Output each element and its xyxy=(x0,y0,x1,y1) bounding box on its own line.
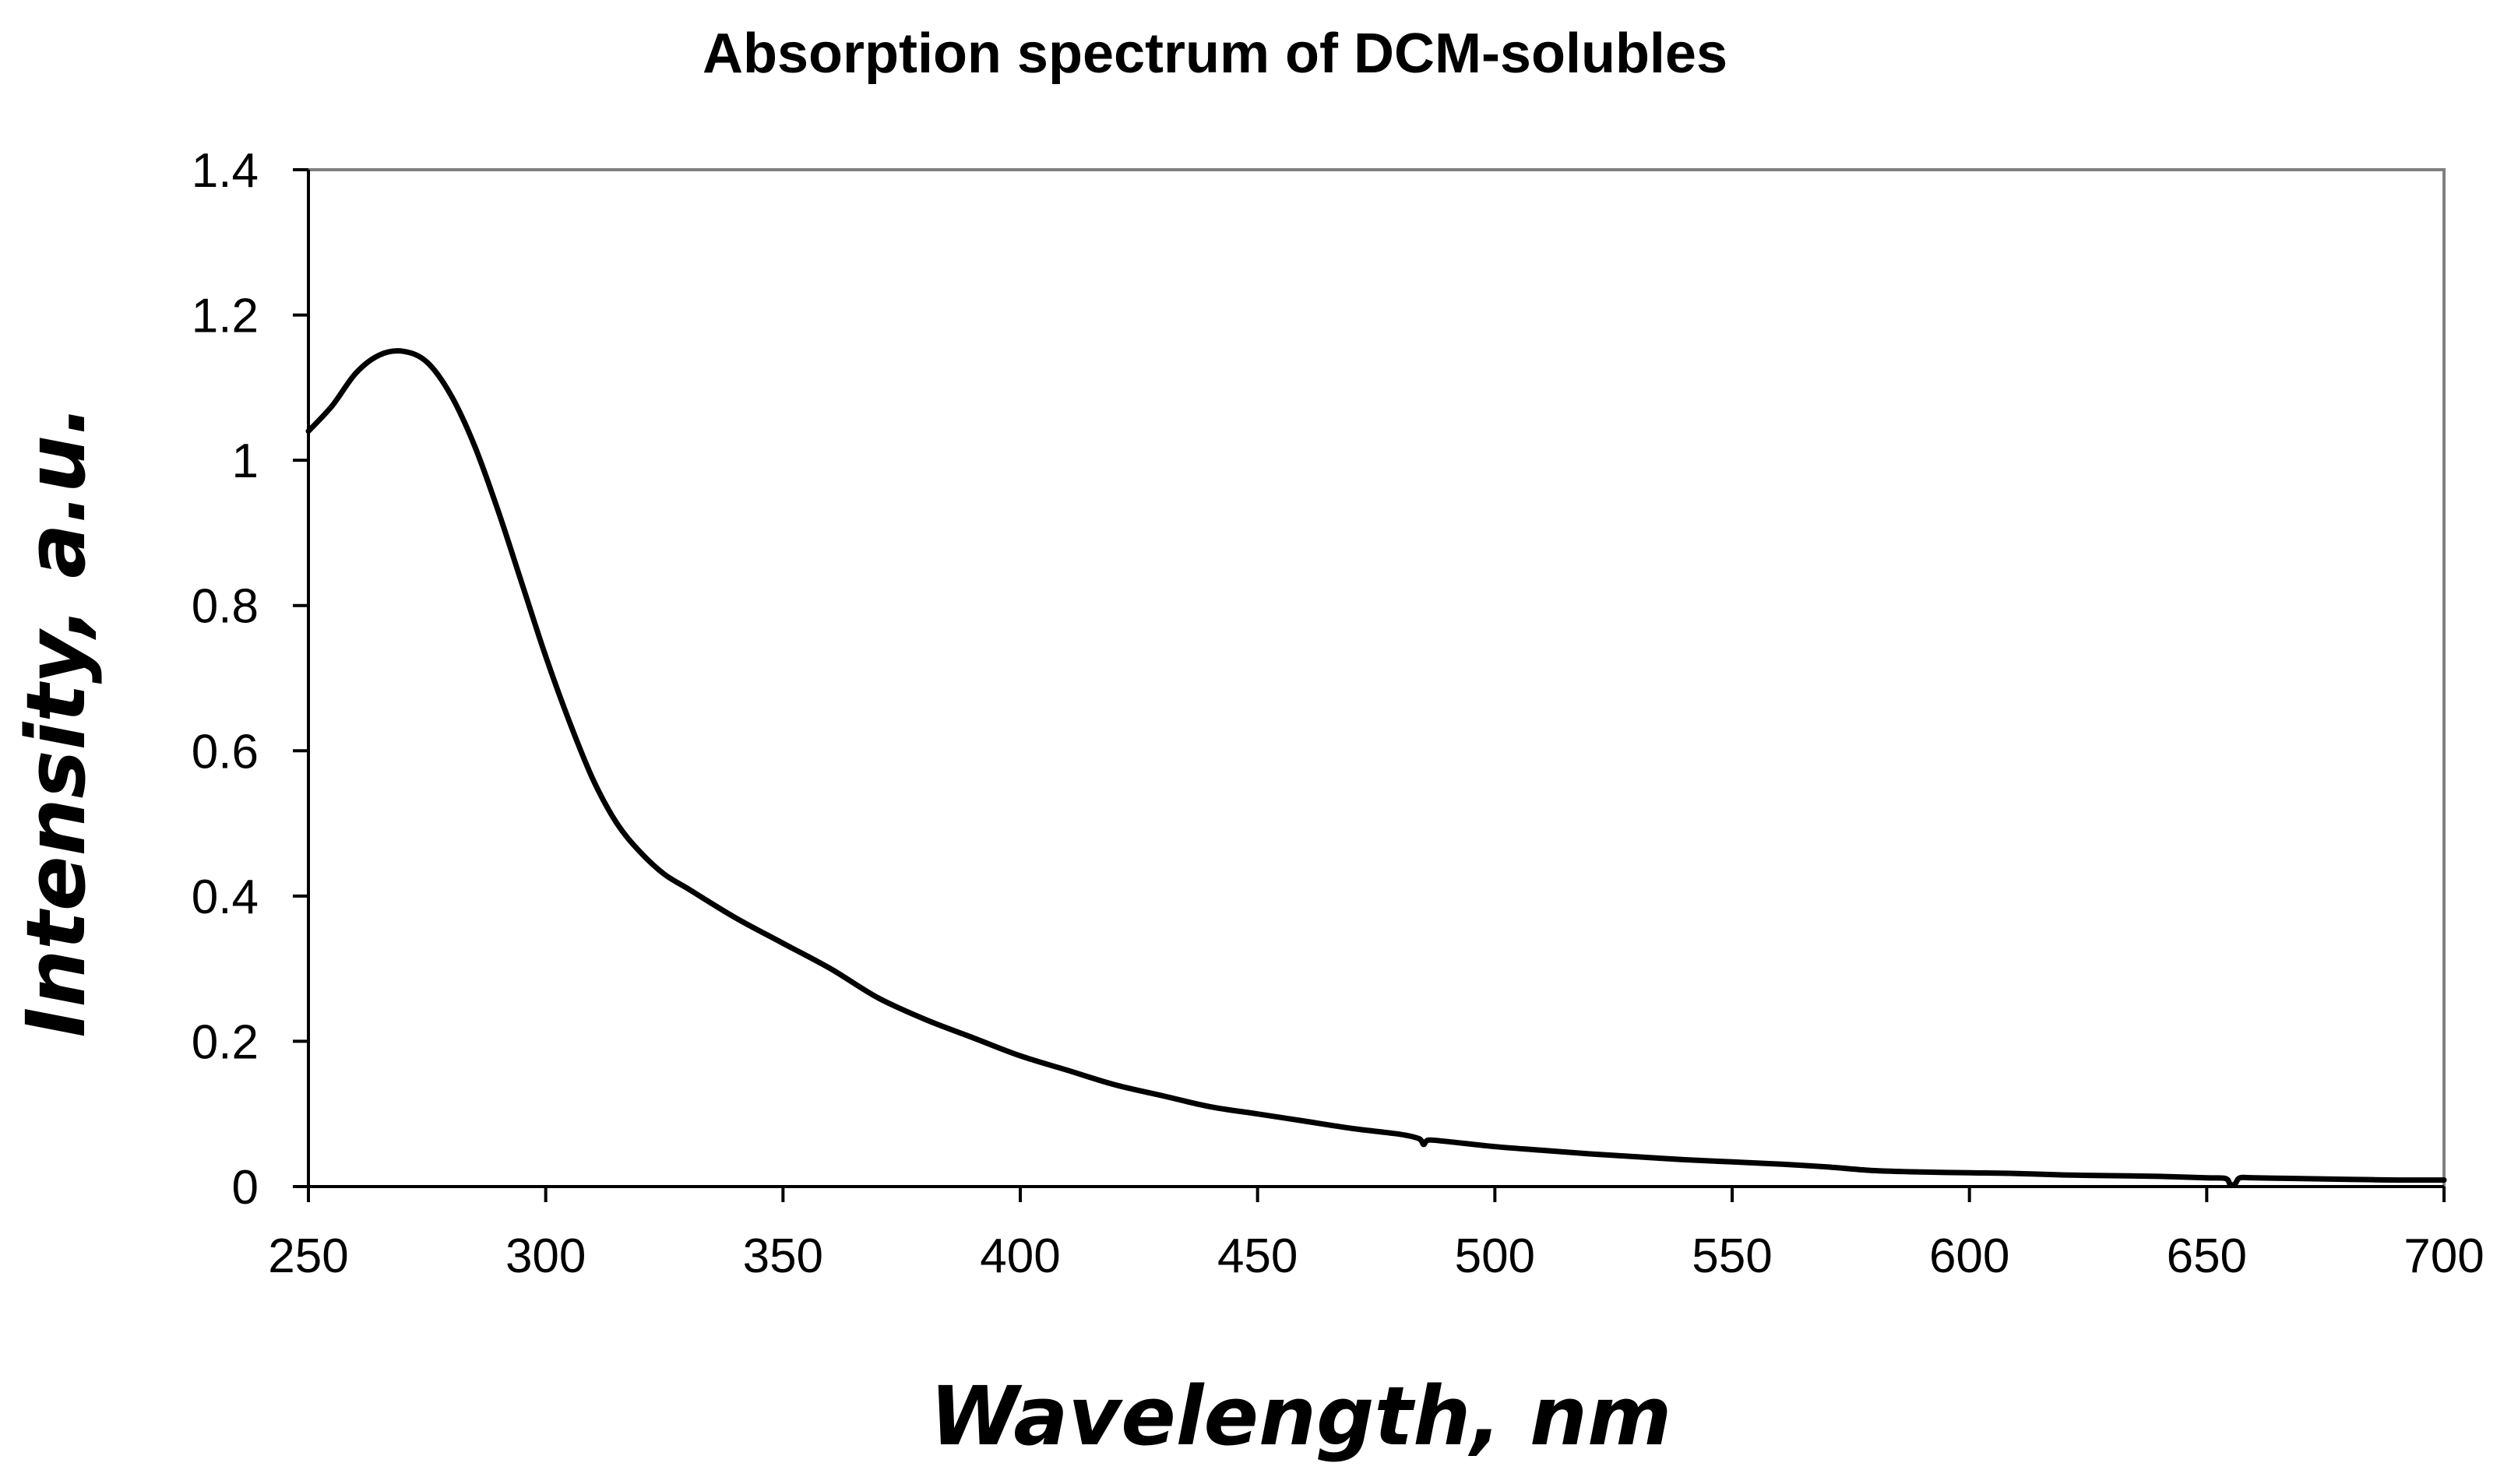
x-tick-label: 600 xyxy=(1929,1229,2009,1283)
y-tick-label: 1 xyxy=(232,434,259,488)
x-tick-label: 350 xyxy=(743,1229,823,1283)
absorption-series-line xyxy=(305,348,2447,1188)
x-tick-label: 700 xyxy=(2404,1229,2484,1283)
chart-title: Absorption spectrum of DCM-solubles xyxy=(703,23,1727,85)
x-tick-label: 300 xyxy=(505,1229,586,1283)
y-tick-label: 0.4 xyxy=(192,870,259,924)
y-tick-label: 0.6 xyxy=(192,725,259,779)
y-tick-label: 0.8 xyxy=(192,580,259,634)
y-tick-label: 1.4 xyxy=(192,144,259,198)
x-tick-label: 500 xyxy=(1455,1229,1535,1283)
x-ticks: 250 300 350 400 450 500 550 600 650 700 xyxy=(268,1187,2485,1283)
y-axis-label: Intensity, a.u. xyxy=(9,405,104,1038)
y-tick-label: 0.2 xyxy=(192,1015,259,1069)
x-tick-label: 400 xyxy=(980,1229,1060,1283)
y-tick-label: 0 xyxy=(232,1161,259,1215)
x-axis-label: Wavelength, nm xyxy=(930,1369,1672,1464)
x-tick-label: 650 xyxy=(2167,1229,2247,1283)
plot-area-frame xyxy=(307,168,2446,1188)
y-ticks: 0 0.2 0.4 0.6 0.8 1 1.2 1.4 xyxy=(192,144,308,1215)
x-tick-label: 550 xyxy=(1692,1229,1772,1283)
x-tick-label: 450 xyxy=(1217,1229,1298,1283)
x-tick-label: 250 xyxy=(268,1229,348,1283)
y-tick-label: 1.2 xyxy=(192,290,259,343)
